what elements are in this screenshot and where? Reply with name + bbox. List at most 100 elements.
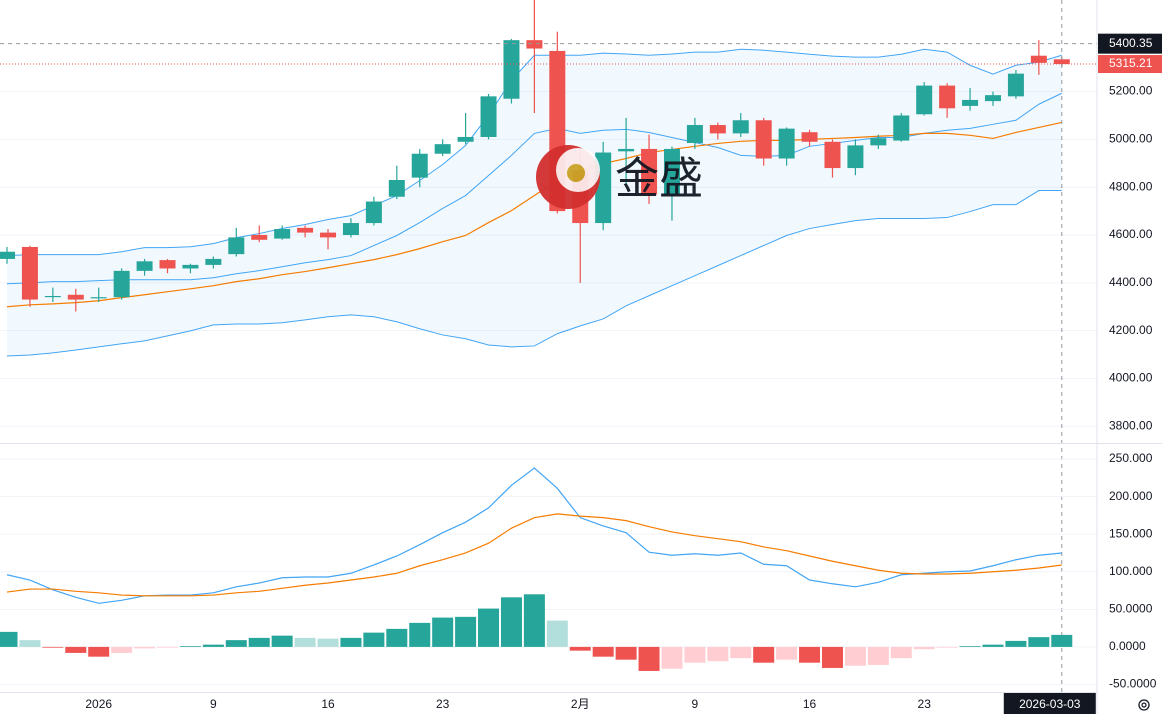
candle-body <box>297 227 314 233</box>
y-tick-label: 5600.00 <box>1109 0 1153 2</box>
candle-body <box>480 96 497 137</box>
y-tick-label: 4600.00 <box>1109 227 1153 241</box>
candle-body <box>113 270 130 298</box>
macd-line <box>6 467 1062 604</box>
candle-body <box>1007 73 1024 97</box>
candle-body <box>44 295 61 298</box>
y-tick-label: 5000.00 <box>1109 132 1153 146</box>
histogram-bar <box>1028 637 1050 647</box>
candle-body <box>663 148 680 195</box>
histogram-bar <box>890 646 912 659</box>
candle-body <box>228 237 245 255</box>
watermark-logo: 金盛 <box>536 145 703 209</box>
candle-body <box>90 297 107 299</box>
candle-body <box>21 246 38 300</box>
y-tick-label: 4800.00 <box>1109 179 1153 193</box>
gear[interactable] <box>1138 699 1150 711</box>
candle-body <box>0 251 15 259</box>
last-price-box <box>1098 55 1162 74</box>
y-tick-label: 250.000 <box>1109 451 1153 465</box>
candle-body <box>801 132 818 142</box>
band-middle <box>6 92 1062 285</box>
histogram-bar <box>248 637 270 647</box>
histogram-bar <box>225 640 247 647</box>
histogram-bar <box>0 631 18 647</box>
y-tick-label: 50.0000 <box>1109 602 1153 616</box>
candle-body <box>136 261 153 271</box>
histogram-bar <box>799 646 821 663</box>
y-tick-label: 100.000 <box>1109 564 1153 578</box>
histogram-bar <box>1051 634 1073 647</box>
candle-body <box>320 232 337 238</box>
x-tick-label: 23 <box>918 697 932 711</box>
y-tick-label: -50.0000 <box>1109 677 1157 691</box>
histogram-bar <box>844 646 866 666</box>
candle-body <box>411 153 428 178</box>
y-tick-label: 0.0000 <box>1109 639 1146 653</box>
price-axis-bg <box>1098 0 1162 714</box>
histogram-bar <box>340 637 362 647</box>
band-lower <box>6 190 1062 357</box>
crosshair-date-label: 2026-03-03 <box>1019 697 1081 711</box>
histogram-bar <box>88 646 110 657</box>
candle-body <box>641 148 658 195</box>
histogram-bar <box>294 637 316 647</box>
candle-body <box>526 40 543 49</box>
x-tick-label: 16 <box>321 697 335 711</box>
histogram-bar <box>65 646 87 653</box>
candle-body <box>342 223 359 236</box>
candle-body <box>159 260 176 269</box>
histogram-bar <box>455 616 477 647</box>
histogram-bar <box>42 646 64 648</box>
candle-body <box>709 125 726 134</box>
histogram-bar <box>982 644 1004 647</box>
histogram-bar <box>202 644 224 647</box>
candle-body <box>847 145 864 169</box>
x-tick-label: 2月 <box>571 697 590 711</box>
x-tick-label: 9 <box>692 697 699 711</box>
band-area <box>7 49 1062 356</box>
y-tick-label: 4000.00 <box>1109 371 1153 385</box>
histogram-bar <box>271 635 293 647</box>
watermark-text: 金盛 <box>615 155 703 204</box>
y-tick-label: 4200.00 <box>1109 323 1153 337</box>
candle-body <box>686 125 703 143</box>
histogram-bar <box>111 646 133 653</box>
candle-body <box>205 258 222 265</box>
x-tick-label: 16 <box>803 697 817 711</box>
histogram-bar <box>134 646 156 649</box>
candle-body <box>365 201 382 224</box>
candle-body <box>1030 55 1047 63</box>
histogram-bar <box>432 617 454 647</box>
candle-body <box>388 180 405 197</box>
candle-body <box>755 120 772 159</box>
settings-icon[interactable] <box>1138 699 1150 711</box>
gear-hole[interactable] <box>1141 702 1147 708</box>
histogram-bar <box>157 646 179 648</box>
histogram-bar <box>363 632 385 647</box>
y-tick-label: 5200.00 <box>1109 84 1153 98</box>
histogram-bar <box>776 646 798 660</box>
candle-body <box>778 128 795 159</box>
last-price-label: 5315.21 <box>1109 56 1153 70</box>
logo-dot <box>567 164 585 182</box>
histogram-bar <box>707 646 729 662</box>
candle-body <box>732 120 749 134</box>
candle-body <box>962 99 979 106</box>
candle-body <box>916 85 933 115</box>
histogram-bar <box>592 646 614 657</box>
histogram-bar <box>1005 640 1027 647</box>
candle-body <box>67 294 84 300</box>
candle-body <box>434 144 451 154</box>
histogram-bar <box>569 646 591 651</box>
candle-body <box>1053 59 1070 65</box>
histogram-bar <box>936 646 958 648</box>
y-tick-label: 4400.00 <box>1109 275 1153 289</box>
candle-body <box>984 95 1001 102</box>
crosshair-price-box <box>1098 33 1162 54</box>
moving-average <box>6 121 1062 308</box>
histogram-bar <box>821 646 843 668</box>
